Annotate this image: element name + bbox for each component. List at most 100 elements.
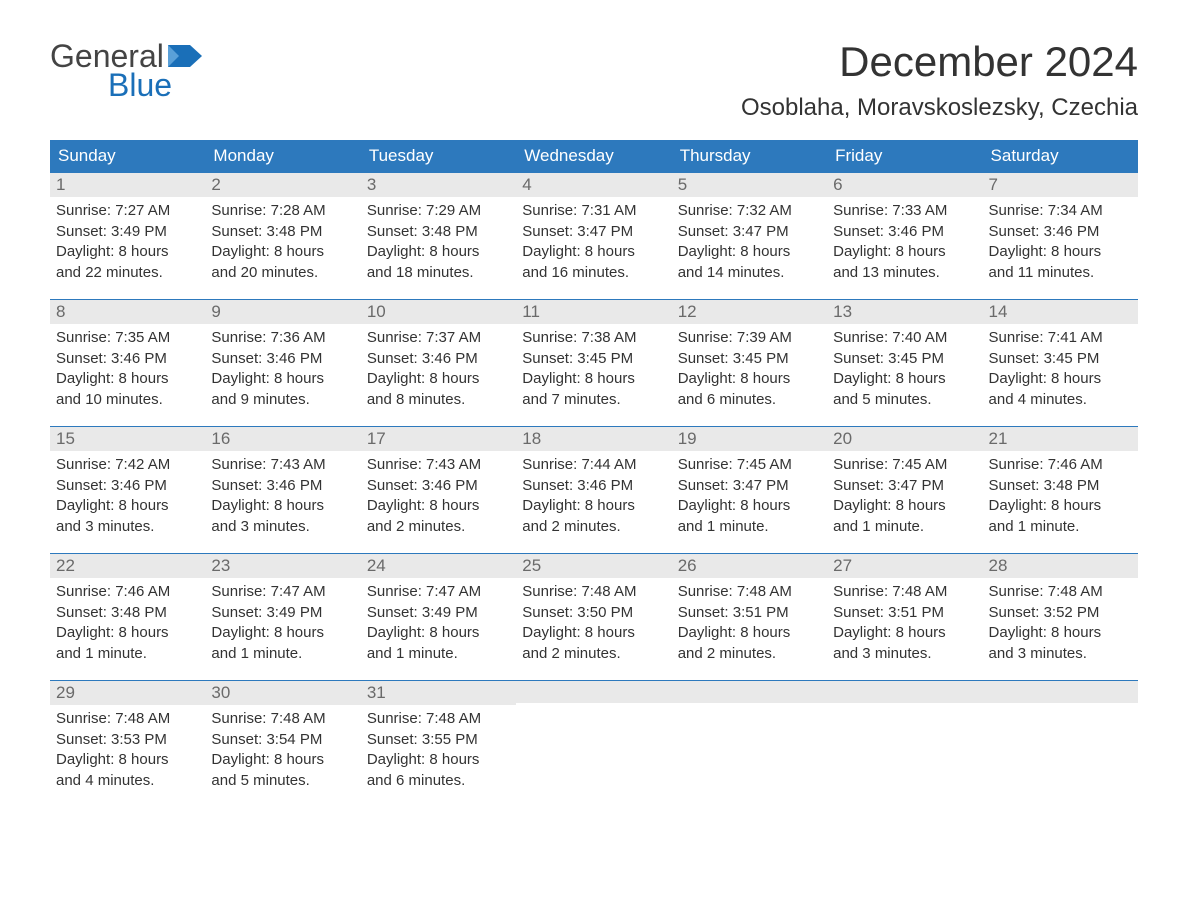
sunrise-text: Sunrise: 7:48 AM xyxy=(989,582,1132,602)
sunrise-text: Sunrise: 7:48 AM xyxy=(833,582,976,602)
day-cell: 29Sunrise: 7:48 AMSunset: 3:53 PMDayligh… xyxy=(50,681,205,807)
day-number: 9 xyxy=(205,300,360,324)
sunrise-text: Sunrise: 7:38 AM xyxy=(522,328,665,348)
day-cell: 15Sunrise: 7:42 AMSunset: 3:46 PMDayligh… xyxy=(50,427,205,553)
dow-saturday: Saturday xyxy=(983,140,1138,172)
day-number: 20 xyxy=(827,427,982,451)
daylight-line2: and 22 minutes. xyxy=(56,263,199,283)
sunrise-text: Sunrise: 7:27 AM xyxy=(56,201,199,221)
daylight-line1: Daylight: 8 hours xyxy=(367,496,510,516)
sunset-text: Sunset: 3:46 PM xyxy=(522,476,665,496)
daylight-line2: and 2 minutes. xyxy=(367,517,510,537)
daylight-line1: Daylight: 8 hours xyxy=(678,496,821,516)
day-body: Sunrise: 7:47 AMSunset: 3:49 PMDaylight:… xyxy=(205,578,360,674)
week-row: 8Sunrise: 7:35 AMSunset: 3:46 PMDaylight… xyxy=(50,299,1138,426)
sunset-text: Sunset: 3:55 PM xyxy=(367,730,510,750)
sunrise-text: Sunrise: 7:39 AM xyxy=(678,328,821,348)
day-number: 31 xyxy=(361,681,516,705)
daylight-line2: and 1 minute. xyxy=(367,644,510,664)
sunset-text: Sunset: 3:47 PM xyxy=(522,222,665,242)
daylight-line1: Daylight: 8 hours xyxy=(989,623,1132,643)
day-body: Sunrise: 7:35 AMSunset: 3:46 PMDaylight:… xyxy=(50,324,205,420)
day-of-week-header: Sunday Monday Tuesday Wednesday Thursday… xyxy=(50,140,1138,172)
sunrise-text: Sunrise: 7:44 AM xyxy=(522,455,665,475)
day-number: 29 xyxy=(50,681,205,705)
sunrise-text: Sunrise: 7:46 AM xyxy=(989,455,1132,475)
day-body: Sunrise: 7:48 AMSunset: 3:51 PMDaylight:… xyxy=(827,578,982,674)
month-title: December 2024 xyxy=(741,38,1138,86)
daylight-line2: and 1 minute. xyxy=(56,644,199,664)
day-cell xyxy=(827,681,982,807)
day-number: 8 xyxy=(50,300,205,324)
sunset-text: Sunset: 3:48 PM xyxy=(989,476,1132,496)
daylight-line2: and 3 minutes. xyxy=(833,644,976,664)
sunset-text: Sunset: 3:49 PM xyxy=(56,222,199,242)
day-cell: 9Sunrise: 7:36 AMSunset: 3:46 PMDaylight… xyxy=(205,300,360,426)
sunset-text: Sunset: 3:48 PM xyxy=(211,222,354,242)
daylight-line2: and 1 minute. xyxy=(833,517,976,537)
daylight-line1: Daylight: 8 hours xyxy=(522,623,665,643)
day-number: 28 xyxy=(983,554,1138,578)
day-cell: 11Sunrise: 7:38 AMSunset: 3:45 PMDayligh… xyxy=(516,300,671,426)
day-body: Sunrise: 7:44 AMSunset: 3:46 PMDaylight:… xyxy=(516,451,671,547)
day-body: Sunrise: 7:48 AMSunset: 3:53 PMDaylight:… xyxy=(50,705,205,801)
day-cell xyxy=(672,681,827,807)
daylight-line2: and 9 minutes. xyxy=(211,390,354,410)
day-body: Sunrise: 7:42 AMSunset: 3:46 PMDaylight:… xyxy=(50,451,205,547)
daylight-line1: Daylight: 8 hours xyxy=(833,242,976,262)
week-row: 15Sunrise: 7:42 AMSunset: 3:46 PMDayligh… xyxy=(50,426,1138,553)
daylight-line2: and 3 minutes. xyxy=(56,517,199,537)
daylight-line2: and 5 minutes. xyxy=(833,390,976,410)
daylight-line1: Daylight: 8 hours xyxy=(56,496,199,516)
day-cell: 2Sunrise: 7:28 AMSunset: 3:48 PMDaylight… xyxy=(205,173,360,299)
daylight-line1: Daylight: 8 hours xyxy=(211,623,354,643)
daylight-line1: Daylight: 8 hours xyxy=(56,750,199,770)
day-cell: 5Sunrise: 7:32 AMSunset: 3:47 PMDaylight… xyxy=(672,173,827,299)
sunrise-text: Sunrise: 7:34 AM xyxy=(989,201,1132,221)
daylight-line2: and 1 minute. xyxy=(211,644,354,664)
sunset-text: Sunset: 3:48 PM xyxy=(56,603,199,623)
daylight-line1: Daylight: 8 hours xyxy=(522,242,665,262)
sunset-text: Sunset: 3:49 PM xyxy=(211,603,354,623)
sunset-text: Sunset: 3:45 PM xyxy=(833,349,976,369)
sunset-text: Sunset: 3:50 PM xyxy=(522,603,665,623)
sunrise-text: Sunrise: 7:47 AM xyxy=(211,582,354,602)
daylight-line1: Daylight: 8 hours xyxy=(211,496,354,516)
sunrise-text: Sunrise: 7:46 AM xyxy=(56,582,199,602)
sunset-text: Sunset: 3:46 PM xyxy=(56,349,199,369)
weeks-container: 1Sunrise: 7:27 AMSunset: 3:49 PMDaylight… xyxy=(50,172,1138,807)
sunrise-text: Sunrise: 7:47 AM xyxy=(367,582,510,602)
day-body: Sunrise: 7:39 AMSunset: 3:45 PMDaylight:… xyxy=(672,324,827,420)
daylight-line1: Daylight: 8 hours xyxy=(678,623,821,643)
day-cell xyxy=(983,681,1138,807)
day-number: 6 xyxy=(827,173,982,197)
day-body: Sunrise: 7:46 AMSunset: 3:48 PMDaylight:… xyxy=(50,578,205,674)
day-number xyxy=(516,681,671,703)
daylight-line2: and 7 minutes. xyxy=(522,390,665,410)
sunrise-text: Sunrise: 7:28 AM xyxy=(211,201,354,221)
day-cell: 16Sunrise: 7:43 AMSunset: 3:46 PMDayligh… xyxy=(205,427,360,553)
daylight-line2: and 11 minutes. xyxy=(989,263,1132,283)
sunrise-text: Sunrise: 7:36 AM xyxy=(211,328,354,348)
day-number: 10 xyxy=(361,300,516,324)
day-number: 14 xyxy=(983,300,1138,324)
dow-wednesday: Wednesday xyxy=(516,140,671,172)
day-body: Sunrise: 7:29 AMSunset: 3:48 PMDaylight:… xyxy=(361,197,516,293)
day-cell: 18Sunrise: 7:44 AMSunset: 3:46 PMDayligh… xyxy=(516,427,671,553)
location-label: Osoblaha, Moravskoslezsky, Czechia xyxy=(741,94,1138,122)
week-row: 1Sunrise: 7:27 AMSunset: 3:49 PMDaylight… xyxy=(50,172,1138,299)
daylight-line2: and 8 minutes. xyxy=(367,390,510,410)
sunset-text: Sunset: 3:47 PM xyxy=(678,476,821,496)
day-body: Sunrise: 7:37 AMSunset: 3:46 PMDaylight:… xyxy=(361,324,516,420)
daylight-line2: and 14 minutes. xyxy=(678,263,821,283)
daylight-line2: and 3 minutes. xyxy=(989,644,1132,664)
sunrise-text: Sunrise: 7:43 AM xyxy=(367,455,510,475)
logo-word-blue: Blue xyxy=(108,67,202,104)
week-row: 29Sunrise: 7:48 AMSunset: 3:53 PMDayligh… xyxy=(50,680,1138,807)
day-body: Sunrise: 7:27 AMSunset: 3:49 PMDaylight:… xyxy=(50,197,205,293)
sunrise-text: Sunrise: 7:40 AM xyxy=(833,328,976,348)
daylight-line2: and 2 minutes. xyxy=(678,644,821,664)
day-body: Sunrise: 7:45 AMSunset: 3:47 PMDaylight:… xyxy=(827,451,982,547)
sunrise-text: Sunrise: 7:43 AM xyxy=(211,455,354,475)
daylight-line2: and 1 minute. xyxy=(678,517,821,537)
